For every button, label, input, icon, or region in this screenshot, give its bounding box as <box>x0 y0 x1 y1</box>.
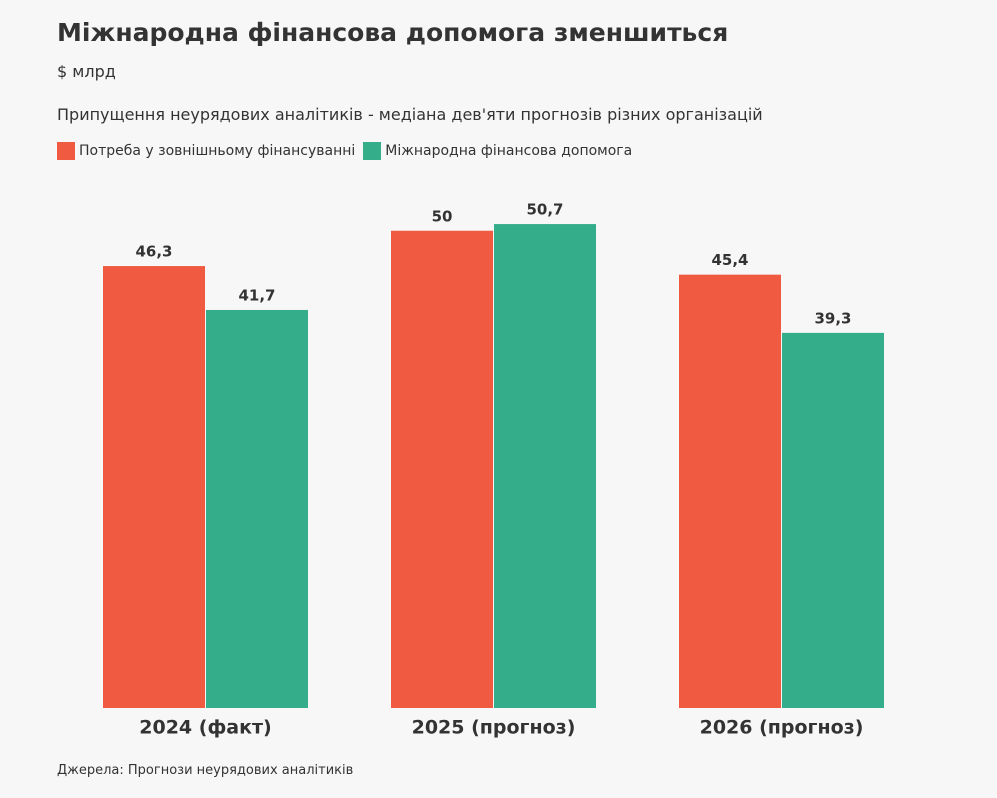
legend-swatch <box>363 142 382 160</box>
legend: Потреба у зовнішньому фінансуванні Міжнар… <box>57 142 632 160</box>
legend-label: Міжнародна фінансова допомога <box>385 143 633 159</box>
legend-item: Потреба у зовнішньому фінансуванні <box>57 142 355 160</box>
value-label: 41,7 <box>238 286 275 304</box>
value-label: 50,7 <box>526 201 563 219</box>
bar <box>782 332 884 708</box>
note: Припущення неурядових аналітиків - медіа… <box>57 105 763 124</box>
bar <box>206 309 308 708</box>
legend-item: Міжнародна фінансова допомога <box>363 142 632 160</box>
x-tick-label: 2026 (прогноз) <box>700 717 864 739</box>
chart-title: Міжнародна фінансова допомога зменшиться <box>57 18 729 47</box>
x-tick-label: 2024 (факт) <box>139 717 271 739</box>
value-label: 45,4 <box>711 251 748 269</box>
bar <box>679 274 781 708</box>
legend-label: Потреба у зовнішньому фінансуванні <box>79 143 356 159</box>
value-label: 50 <box>432 207 453 225</box>
source: Джерела: Прогнози неурядових аналітиків <box>57 763 354 778</box>
subtitle: $ млрд <box>57 62 116 81</box>
x-tick-label: 2025 (прогноз) <box>412 717 576 739</box>
bar <box>103 266 205 708</box>
bar <box>391 230 493 708</box>
legend-swatch <box>57 142 75 160</box>
bar <box>494 224 596 709</box>
value-label: 46,3 <box>135 243 172 261</box>
value-label: 39,3 <box>814 309 851 327</box>
